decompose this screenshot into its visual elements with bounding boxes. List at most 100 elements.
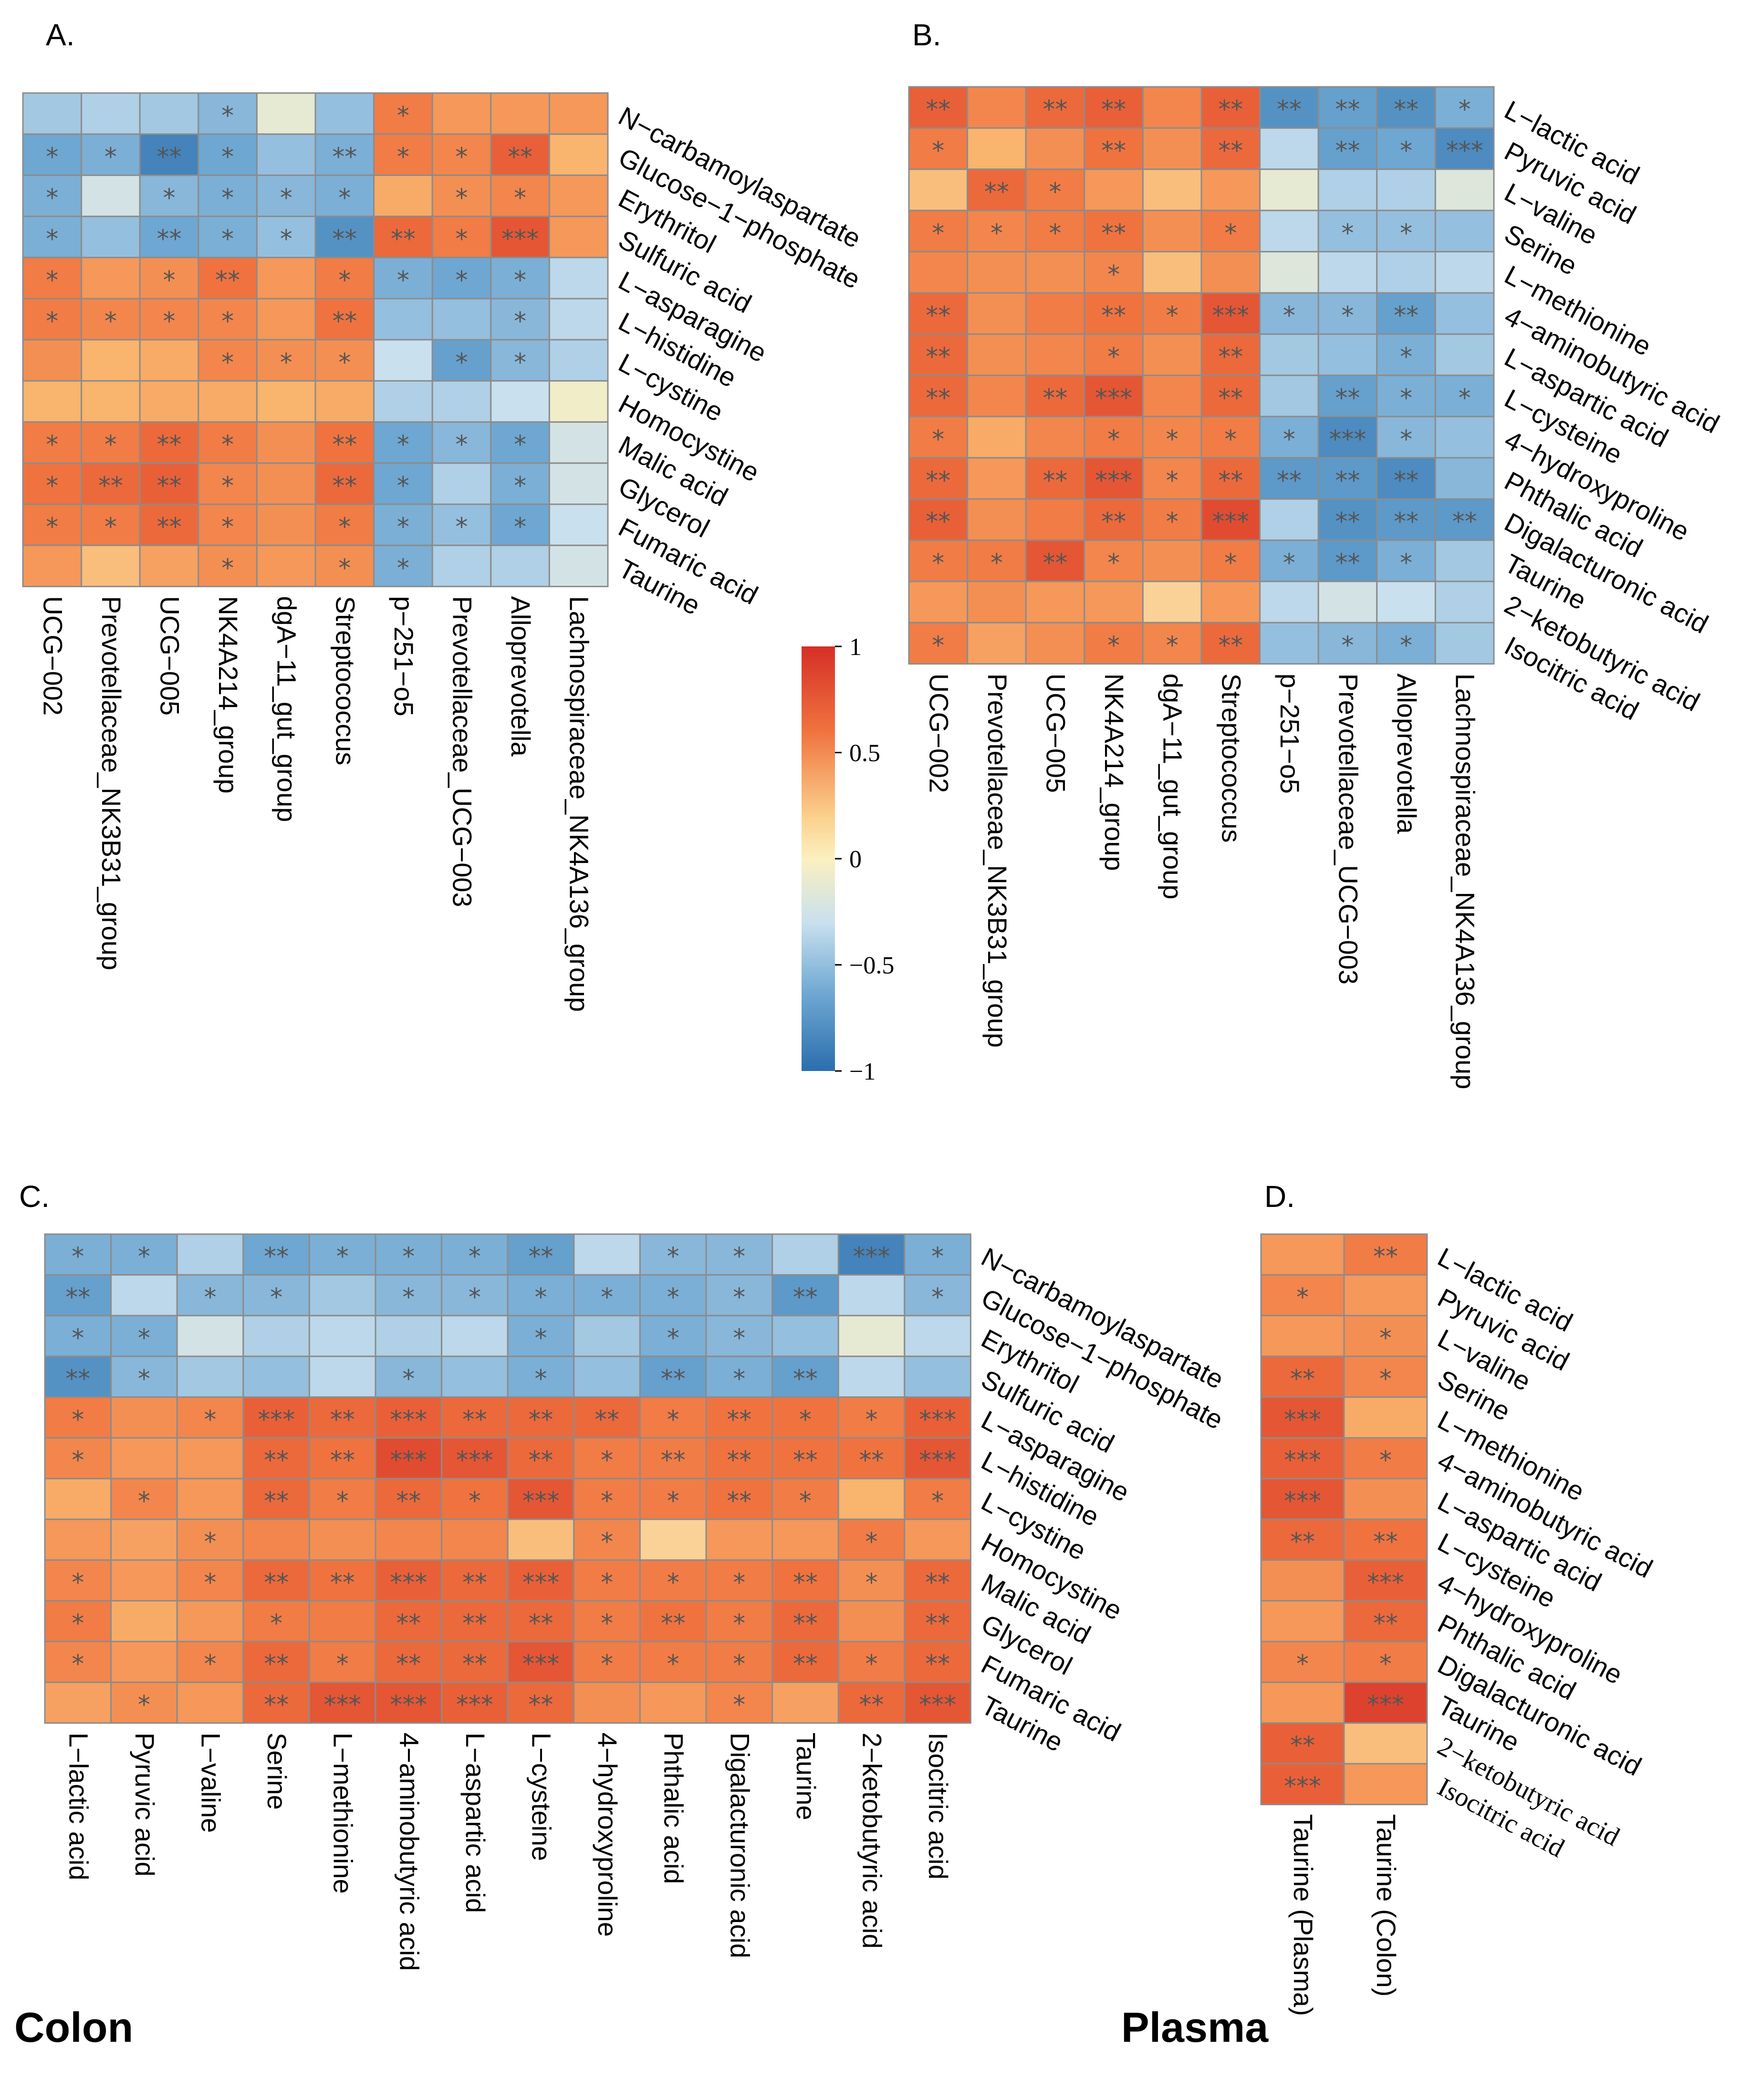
significance-mark: *	[601, 1446, 613, 1475]
column-label: 2−ketobutyric acid	[857, 1733, 887, 1949]
heatmap-cell	[1259, 581, 1319, 624]
heatmap-cell	[431, 174, 492, 218]
significance-mark: ***	[1284, 1487, 1321, 1516]
column-label: Prevotellaceae_UCG−003	[1334, 674, 1364, 985]
heatmap-cell	[1317, 292, 1378, 335]
heatmap-cell	[198, 298, 258, 341]
significance-mark: ***	[501, 225, 539, 254]
heatmap-cell	[772, 1233, 839, 1276]
significance-mark: *	[402, 1243, 415, 1271]
heatmap-cell	[1343, 1437, 1428, 1479]
significance-mark: **	[330, 1446, 355, 1475]
heatmap-cell	[904, 1274, 971, 1317]
column-label: 4−hydroxyproline	[593, 1733, 623, 1937]
significance-mark: *	[338, 266, 351, 295]
significance-mark: *	[1400, 343, 1412, 372]
significance-mark: *	[1283, 301, 1295, 330]
heatmap-cell	[198, 92, 258, 135]
heatmap-cell	[837, 1559, 906, 1602]
heatmap-cell	[772, 1681, 839, 1724]
significance-mark: *	[601, 1283, 613, 1312]
heatmap-cell	[242, 1681, 310, 1724]
significance-mark: *	[104, 143, 117, 171]
heatmap-cell	[110, 1355, 178, 1398]
column-label: Pyruvic acid	[130, 1733, 160, 1877]
heatmap-cell	[904, 1396, 971, 1439]
significance-mark: *	[221, 307, 234, 336]
heatmap-cell	[1084, 622, 1144, 665]
heatmap-a: * ** * ** * ** * * *** * * * * * ** ** * * ** ** * **** * ** * * *…	[22, 92, 866, 1012]
significance-mark: *	[204, 1405, 217, 1434]
heatmap-cell	[1434, 416, 1495, 459]
significance-mark: **	[157, 472, 182, 500]
significance-mark: *	[456, 184, 468, 213]
significance-mark: **	[1101, 301, 1126, 330]
significance-mark: *	[221, 102, 234, 130]
significance-mark: *	[601, 1569, 613, 1597]
heatmap-cell	[1343, 1274, 1428, 1317]
column-label: Prevotellaceae_NK3B31_group	[96, 596, 126, 970]
heatmap-cell	[1142, 168, 1202, 211]
significance-mark: *	[72, 1569, 84, 1597]
heatmap-cell	[548, 133, 609, 176]
heatmap-cell	[431, 462, 492, 505]
heatmap-cell	[507, 1437, 575, 1479]
heatmap-cell	[573, 1559, 641, 1602]
significance-mark: *	[397, 431, 409, 459]
heatmap-cell	[507, 1600, 575, 1643]
significance-mark: *	[1342, 301, 1354, 330]
heatmap-cell	[44, 1477, 112, 1520]
heatmap-cell	[639, 1477, 707, 1520]
heatmap-cell	[81, 462, 141, 505]
heatmap-cell	[705, 1518, 773, 1561]
significance-mark: *	[1296, 1650, 1309, 1679]
significance-mark: *	[338, 348, 351, 377]
significance-mark: *	[397, 102, 409, 130]
heatmap-cell	[837, 1600, 906, 1643]
heatmap-cell	[198, 133, 258, 176]
heatmap-cell	[242, 1437, 310, 1479]
heatmap-cell	[1084, 374, 1144, 417]
color-legend: 1 0.5 0 −0.5 −1	[802, 634, 894, 1085]
heatmap-cell	[256, 216, 316, 259]
column-label: L−methionine	[328, 1733, 358, 1894]
heatmap-cell	[904, 1600, 971, 1643]
significance-mark: **	[1043, 384, 1068, 413]
significance-mark: *	[163, 184, 176, 213]
column-label: Taurine (Colon)	[1371, 1814, 1401, 1997]
heatmap-cell	[837, 1681, 906, 1724]
heatmap-cell	[256, 298, 316, 341]
significance-mark: *	[138, 1243, 150, 1271]
significance-mark: *	[104, 307, 117, 336]
heatmap-cell	[573, 1518, 641, 1561]
heatmap-cell	[639, 1518, 707, 1561]
significance-mark: *	[72, 1243, 84, 1271]
significance-mark: **	[508, 143, 532, 171]
significance-mark: *	[1342, 219, 1354, 248]
significance-mark: *	[204, 1528, 217, 1557]
heatmap-cell	[1142, 622, 1202, 665]
significance-mark: **	[157, 225, 182, 254]
significance-mark: **	[529, 1691, 553, 1719]
significance-mark: ***	[1095, 467, 1132, 495]
heatmap-cell	[1200, 622, 1261, 665]
heatmap-cell	[441, 1274, 509, 1317]
significance-mark: *	[336, 1487, 349, 1516]
significance-mark: *	[46, 472, 58, 500]
significance-mark: *	[601, 1487, 613, 1516]
significance-mark: **	[926, 301, 950, 330]
legend-tick-label: 0.5	[849, 740, 880, 767]
significance-mark: *	[667, 1487, 679, 1516]
heatmap-cell	[573, 1681, 641, 1724]
heatmap-cell	[176, 1600, 244, 1643]
heatmap-cell	[772, 1396, 839, 1439]
significance-mark: **	[529, 1609, 553, 1638]
heatmap-cell	[431, 257, 492, 300]
heatmap-cell	[1317, 86, 1378, 129]
heatmap-cell	[507, 1274, 575, 1317]
heatmap-cell	[1434, 622, 1495, 665]
heatmap-cell	[1142, 127, 1202, 170]
heatmap-cell	[1434, 292, 1495, 335]
column-label: Lachnospiraceae_NK4A136_group	[1450, 674, 1480, 1090]
